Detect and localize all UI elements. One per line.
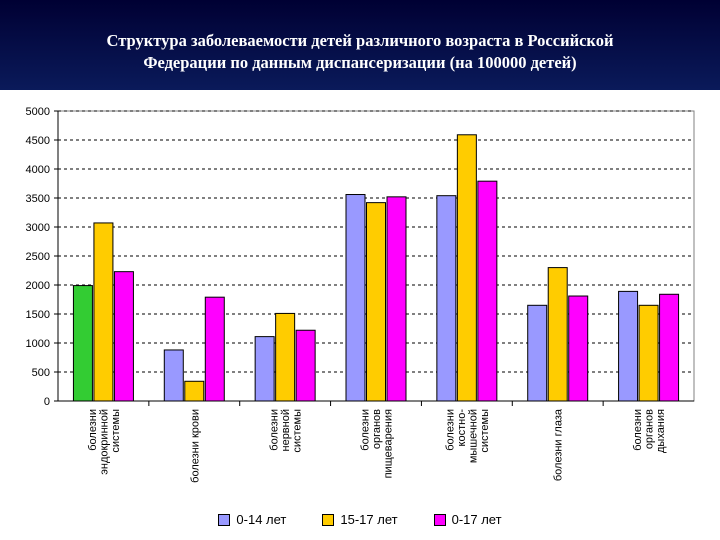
x-category-label-line: нервной — [280, 409, 292, 452]
page-title: Структура заболеваемости детей различног… — [0, 30, 720, 74]
x-category-label-line: костно- — [456, 409, 468, 447]
bar-15-17-лет-4 — [456, 134, 477, 402]
bar-0-17-лет-6 — [659, 293, 680, 402]
x-category-label: болезни органов пищеварения — [360, 409, 395, 479]
x-category-label-line: органов — [644, 409, 656, 449]
bar-0-14-лет-5 — [527, 304, 548, 402]
bar-15-17-лет-0 — [93, 222, 114, 402]
x-category-label: болезни крови — [189, 409, 201, 483]
x-category-label-line: болезни — [269, 409, 281, 451]
chart-legend: 0-14 лет 15-17 лет 0-17 лет — [0, 512, 720, 527]
x-category-label-line: болезни — [360, 409, 372, 451]
y-tick-label: 1500 — [26, 309, 50, 321]
legend-swatch-0-14 — [218, 513, 231, 526]
bar-0-14-лет-3 — [345, 194, 366, 402]
bar-0-14-лет-0 — [72, 285, 93, 402]
bar-0-17-лет-3 — [386, 196, 407, 402]
y-tick-label: 3000 — [26, 222, 50, 234]
bar-0-17-лет-1 — [204, 296, 225, 402]
y-tick-label: 5000 — [26, 106, 50, 118]
bar-15-17-лет-1 — [184, 380, 205, 402]
y-tick-label: 0 — [44, 396, 50, 408]
legend-label-0-17: 0-17 лет — [451, 512, 502, 527]
bar-0-14-лет-4 — [436, 195, 457, 402]
y-tick-label: 4500 — [26, 135, 50, 147]
bar-0-17-лет-2 — [295, 329, 316, 402]
legend-item-15-17: 15-17 лет — [322, 512, 398, 527]
y-tick-label: 1000 — [26, 338, 50, 350]
bar-15-17-лет-5 — [547, 267, 568, 402]
y-tick-label: 2500 — [26, 251, 50, 263]
x-category-label-line: болезни — [445, 409, 457, 451]
bar-15-17-лет-2 — [275, 312, 296, 402]
legend-item-0-17: 0-17 лет — [433, 512, 502, 527]
bar-0-14-лет-2 — [254, 336, 275, 402]
bar-0-17-лет-4 — [477, 180, 498, 402]
title-line-2: Федерации по данным диспансеризации (на … — [143, 53, 577, 72]
x-category-label-line: системы — [479, 409, 491, 453]
x-category-label-line: болезни — [87, 409, 99, 451]
x-category-label-line: эндокринной — [98, 409, 110, 475]
x-category-label-line: болезни глаза — [553, 408, 565, 481]
x-category-label: болезни органов дыхания — [632, 409, 667, 453]
bar-0-17-лет-0 — [113, 271, 134, 402]
bar-15-17-лет-3 — [366, 202, 386, 402]
x-category-label-line: мышечной — [468, 409, 480, 463]
legend-swatch-0-17 — [433, 513, 446, 526]
bar-0-14-лет-6 — [618, 290, 639, 402]
x-category-label-line: болезни — [632, 409, 644, 451]
x-category-label-line: системы — [292, 409, 304, 453]
legend-item-0-14: 0-14 лет — [218, 512, 286, 527]
bar-0-17-лет-5 — [568, 295, 589, 402]
legend-label-15-17: 15-17 лет — [340, 512, 398, 527]
title-banner — [0, 0, 720, 90]
x-category-label-line: дыхания — [655, 409, 667, 453]
y-tick-label: 2000 — [26, 280, 50, 292]
y-tick-label: 3500 — [26, 193, 50, 205]
x-category-label: болезни эндокринной системы — [87, 409, 122, 475]
y-tick-label: 4000 — [26, 164, 50, 176]
x-category-label-line: болезни крови — [189, 409, 201, 483]
y-tick-label: 500 — [32, 367, 50, 379]
x-category-label-line: органов — [371, 409, 383, 449]
title-line-1: Структура заболеваемости детей различног… — [106, 31, 614, 50]
x-category-label: болезни костно-мышечной системы — [445, 409, 492, 463]
bar-0-14-лет-1 — [163, 349, 184, 402]
x-category-label-line: пищеварения — [383, 409, 395, 478]
legend-label-0-14: 0-14 лет — [236, 512, 287, 527]
x-category-label: болезни нервной системы — [269, 409, 304, 453]
bar-15-17-лет-6 — [638, 304, 659, 402]
x-category-label: болезни глаза — [553, 408, 565, 481]
x-category-label-line: системы — [110, 409, 122, 453]
legend-swatch-15-17 — [322, 513, 335, 526]
